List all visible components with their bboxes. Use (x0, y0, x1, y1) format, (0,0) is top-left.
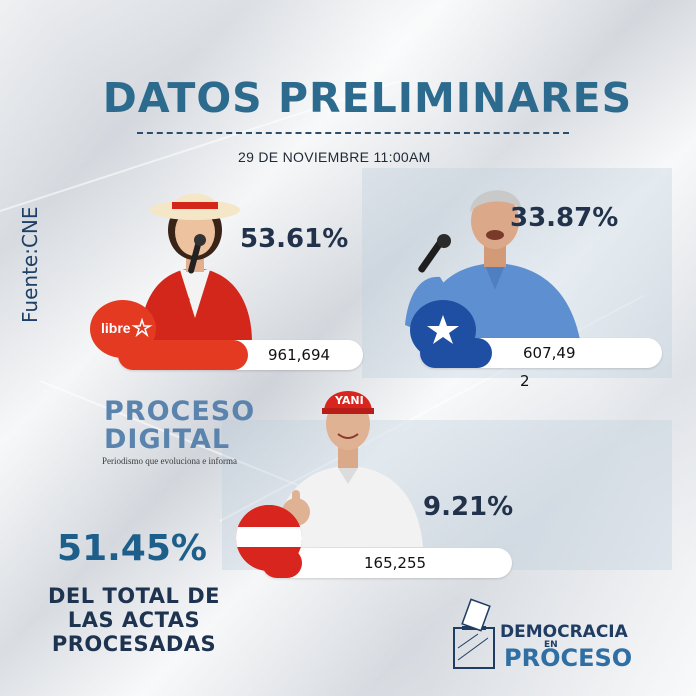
candidate-2-votes-wrap: 2 (520, 372, 530, 390)
star-icon (427, 315, 459, 344)
liberal-party-logo (236, 505, 302, 571)
democracia-word1: DEMOCRACIA (500, 622, 628, 642)
ballot-box-icon (453, 598, 495, 669)
svg-text:YANI: YANI (334, 394, 364, 407)
democracia-word2: EN (544, 640, 558, 650)
national-party-logo (410, 300, 476, 360)
libre-logo: libre (90, 300, 156, 358)
candidate-2-percent: 33.87% (510, 203, 619, 233)
candidate-3-votes: 165,255 (364, 554, 427, 572)
candidate-2-votes: 607,49 (523, 344, 576, 362)
candidate-1-percent: 53.61% (240, 224, 349, 254)
candidate-3-percent: 9.21% (423, 492, 514, 522)
total-percent: 51.45% (57, 528, 207, 569)
candidate-3-photo: YANI (268, 372, 428, 547)
total-label-line2: LAS ACTAS (67, 608, 201, 632)
libre-logo-icon: libre (101, 317, 153, 338)
red-white-flag-icon (236, 505, 302, 571)
source-label: Fuente:CNE (18, 206, 42, 323)
candidate-3-votes-bar: 165,255 (262, 548, 512, 578)
candidate-1-votes: 961,694 (268, 346, 331, 364)
democracia-logo: DEMOCRACIA EN PROCESO (448, 596, 668, 686)
report-date: 29 DE NOVIEMBRE 11:00AM (238, 149, 431, 165)
total-label-line3: PROCESADAS (51, 632, 217, 656)
total-label-line1: DEL TOTAL DE (47, 584, 221, 608)
headline: DATOS PRELIMINARES (102, 74, 633, 122)
proceso-digital-line1: PROCESO (104, 396, 256, 427)
svg-text:libre: libre (101, 320, 131, 336)
proceso-digital-line2: DIGITAL (104, 424, 231, 455)
proceso-digital-tagline: Periodismo que evoluciona e informa (102, 456, 237, 466)
dashed-divider (137, 132, 569, 134)
democracia-word3: PROCESO (504, 644, 633, 672)
candidate-1-photo (120, 178, 270, 343)
